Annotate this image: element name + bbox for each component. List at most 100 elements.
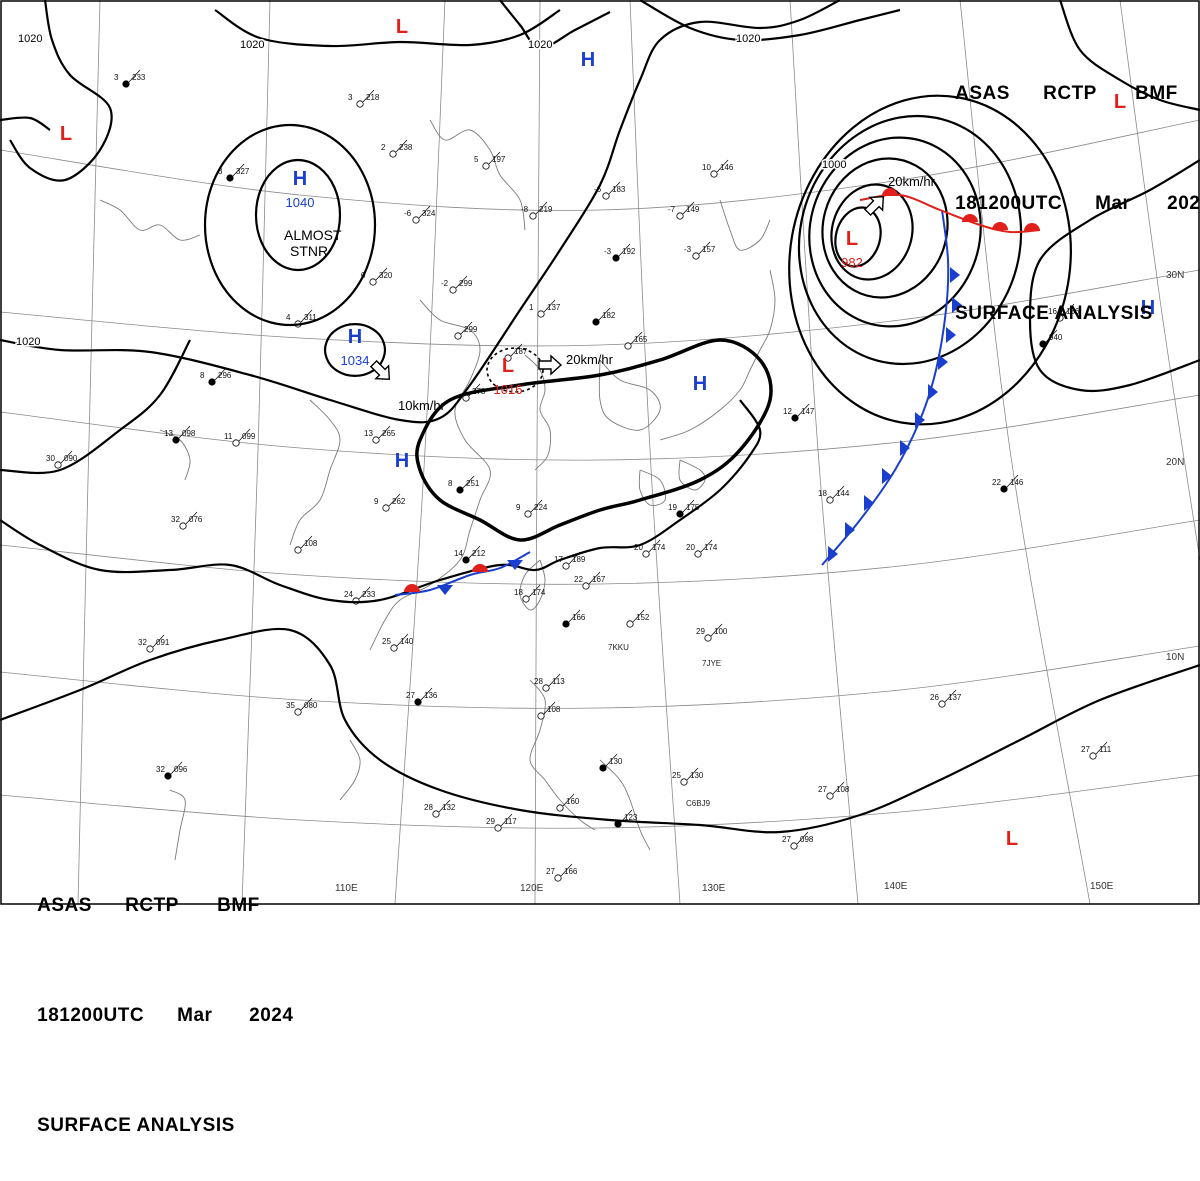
station-pressure: 113	[552, 677, 565, 686]
arrow-shape	[538, 354, 563, 376]
station-pressure: 233	[362, 590, 376, 599]
station-circle	[599, 764, 607, 772]
product-label: SURFACE ANALYSIS	[37, 1115, 235, 1136]
station-circle	[826, 792, 834, 800]
station-pressure: 251	[466, 479, 480, 488]
station-plot: -3 157	[684, 241, 716, 260]
station-plot: 13 098	[164, 425, 196, 444]
wind-barb	[300, 535, 313, 549]
motion-arrow-icon	[538, 354, 563, 376]
station-circle	[146, 645, 154, 653]
station-circle	[624, 342, 632, 350]
header-row-2: 181200UTC Mar 2024	[932, 171, 1200, 237]
wind-barb	[686, 767, 699, 781]
map-background	[0, 0, 1200, 919]
wind-barb	[152, 634, 165, 648]
station-circle	[642, 550, 650, 558]
wind-barb	[944, 689, 957, 703]
station-pressure: 130	[690, 771, 704, 780]
station-circle	[694, 550, 702, 558]
station-circle	[602, 192, 610, 200]
station-plot: 8 251	[448, 475, 480, 494]
cold-front-triangle	[845, 522, 855, 538]
station-circle	[172, 436, 180, 444]
coastline	[598, 359, 661, 431]
cold-front-triangle	[928, 384, 938, 400]
coastline	[638, 469, 666, 506]
station-pressure: 146	[1010, 478, 1024, 487]
station-pressure: 218	[366, 93, 380, 102]
station-temperature: 16	[1048, 307, 1057, 316]
station-plot: 9 262	[374, 493, 406, 512]
wind-barb	[716, 159, 729, 173]
station-circle	[449, 286, 457, 294]
station-callsign: 7KKU	[608, 643, 629, 652]
longitude-label: 130E	[702, 883, 726, 894]
station-plot: 28 132	[424, 799, 456, 818]
station-plot: -2 299	[441, 275, 473, 294]
isobar-label: 1020	[240, 39, 264, 51]
wind-barb	[605, 753, 618, 767]
station-temperature: 22	[992, 478, 1001, 487]
station-plot: 25 140	[382, 633, 414, 652]
movement-note: STNR	[290, 243, 328, 259]
wind-barb	[362, 89, 375, 103]
station-pressure: 167	[592, 575, 606, 584]
station-temperature: 27	[818, 785, 827, 794]
station-pressure: 940	[1049, 333, 1063, 342]
station-plot: 22 167	[574, 571, 606, 590]
center-pressure-value: 982	[841, 255, 863, 270]
station-pressure: 299	[459, 279, 473, 288]
isobar-line	[214, 9, 561, 48]
isobar-line	[499, 0, 611, 50]
isobar-closed	[821, 157, 949, 299]
wind-barb	[488, 151, 501, 165]
wind-barb	[358, 586, 371, 600]
time-label: 181200UTC	[955, 193, 1063, 214]
coastline	[678, 459, 706, 491]
station-pressure: 091	[156, 638, 170, 647]
station-callsign: 7JYE	[702, 659, 721, 668]
station-pressure: 233	[132, 73, 146, 82]
station-temperature: 8	[448, 479, 453, 488]
coastline	[99, 199, 201, 241]
station-circle	[208, 378, 216, 386]
station-temperature: 27	[406, 691, 415, 700]
station-temperature: 8	[200, 371, 205, 380]
meridian-line	[629, 0, 681, 905]
station-temperature: 19	[668, 503, 677, 512]
station-pressure: 182	[602, 311, 616, 320]
high-symbol: H	[293, 168, 307, 190]
station-temperature: 3	[114, 73, 119, 82]
station-temperature: -2	[441, 279, 449, 288]
isobar-line	[0, 116, 51, 131]
wind-barb	[698, 241, 711, 255]
station-circle	[582, 582, 590, 590]
wind-barb	[300, 309, 313, 323]
isobar-line	[9, 0, 113, 182]
wind-barb	[238, 428, 251, 442]
station-plot: 8 296	[200, 367, 232, 386]
station-pressure: 320	[379, 271, 393, 280]
station-circle	[562, 620, 570, 628]
latitude-label: 10N	[1166, 652, 1184, 663]
high-pressure-center: H	[395, 450, 409, 472]
station-plot: -3 192	[604, 243, 636, 262]
station-plot: 3 327	[218, 163, 250, 182]
low-pressure-center: L 1016	[494, 355, 523, 397]
station-pressure: 117	[504, 817, 517, 826]
station-label: RCTP	[125, 895, 179, 916]
station-temperature: 35	[286, 701, 295, 710]
cold-front-triangle	[952, 297, 962, 313]
parallel-line	[0, 774, 1200, 829]
station-pressure: 132	[442, 803, 456, 812]
cold-front-triangle	[915, 412, 925, 428]
station-circle	[412, 216, 420, 224]
station-plot: 1 137	[529, 299, 561, 318]
station-plot: 187	[504, 343, 528, 362]
station-pressure: 137	[948, 693, 962, 702]
isobar-line	[1028, 159, 1200, 393]
station-temperature: 28	[424, 803, 433, 812]
motion-arrow-icon	[369, 359, 391, 381]
